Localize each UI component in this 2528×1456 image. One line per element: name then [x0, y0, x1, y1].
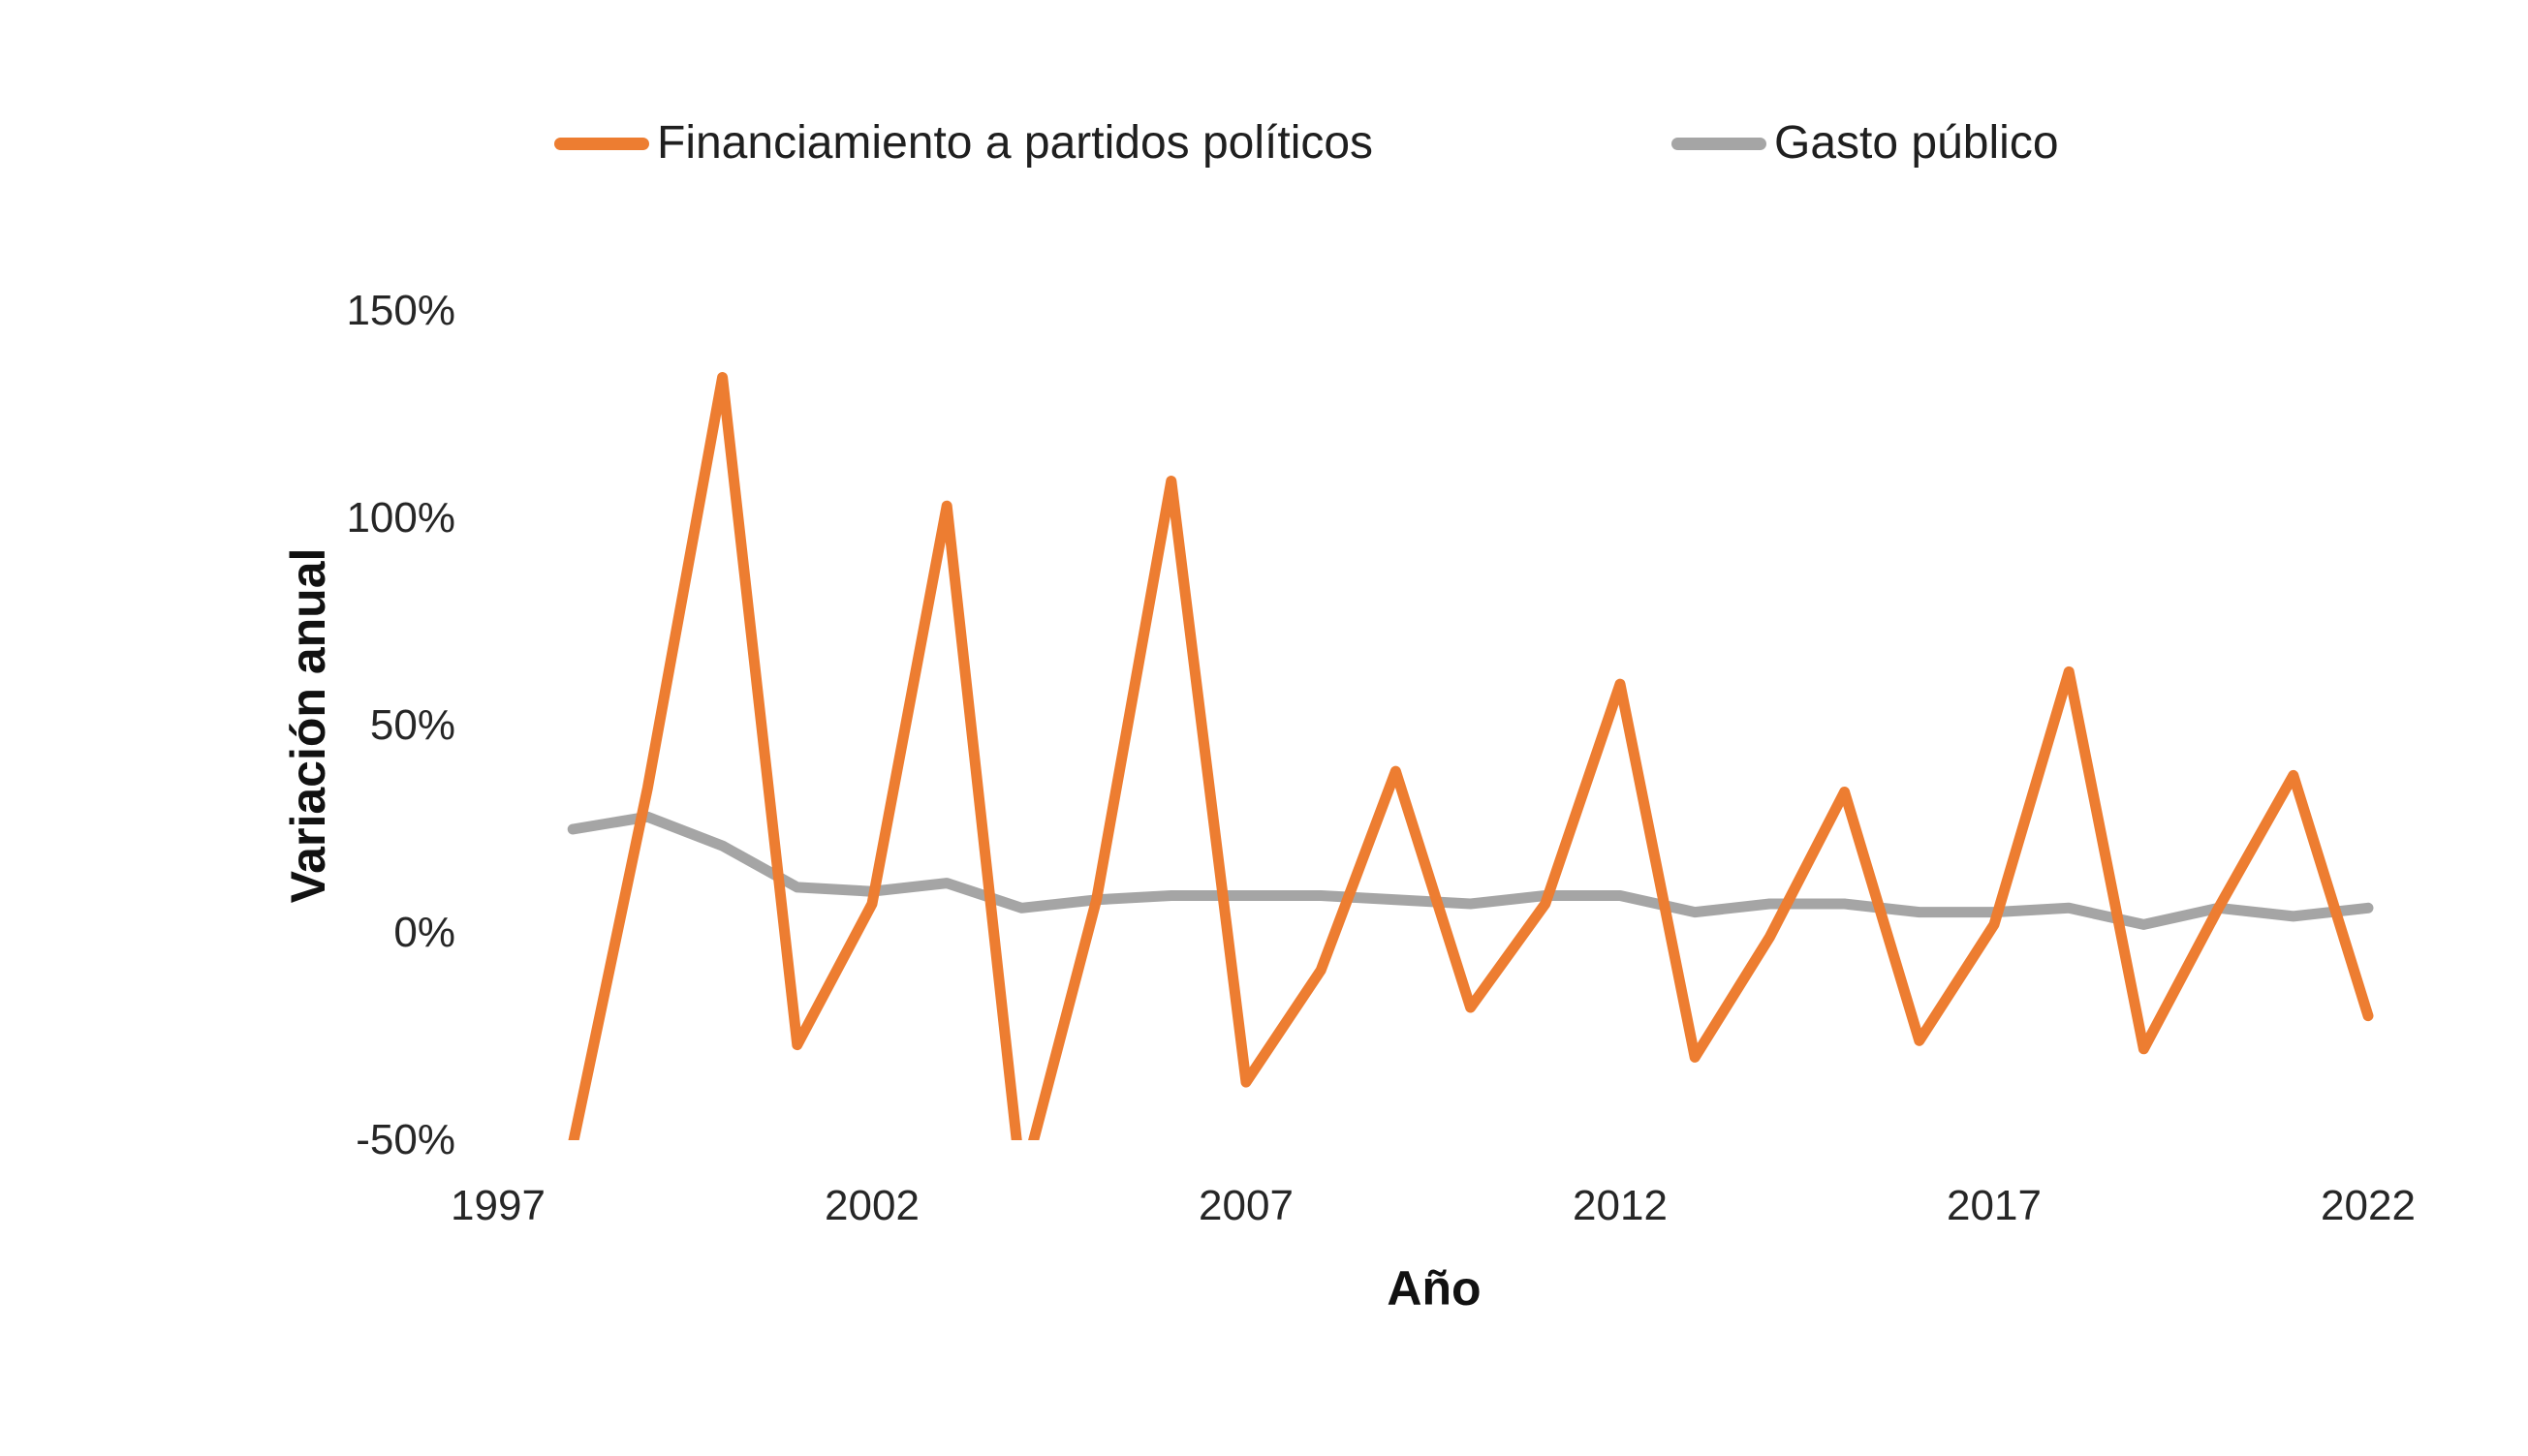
x-tick-1997: 1997	[451, 1182, 546, 1229]
y-axis-title: Variación anual	[281, 547, 335, 904]
y-tick-neg50: -50%	[356, 1116, 455, 1163]
legend-swatch-gasto-publico-icon	[1671, 137, 1766, 150]
x-axis-title: Año	[1387, 1261, 1482, 1316]
x-tick-2002: 2002	[825, 1182, 920, 1229]
x-tick-2007: 2007	[1199, 1182, 1294, 1229]
x-tick-2022: 2022	[2321, 1182, 2416, 1229]
legend-item-gasto-publico: Gasto público	[1671, 118, 2059, 169]
y-tick-0: 0%	[393, 909, 455, 956]
x-tick-2012: 2012	[1573, 1182, 1668, 1229]
y-tick-100: 100%	[346, 494, 455, 542]
y-tick-50: 50%	[369, 701, 455, 749]
legend-item-financiamiento: Financiamiento a partidos políticos	[554, 118, 1373, 169]
legend-label-gasto-publico: Gasto público	[1774, 117, 2059, 169]
line-financiamiento-partidos	[568, 372, 2374, 1140]
x-tick-2017: 2017	[1947, 1182, 2042, 1229]
plot-area	[567, 372, 2374, 1140]
legend-swatch-financiamiento-icon	[554, 137, 649, 150]
legend-label-financiamiento: Financiamiento a partidos políticos	[657, 117, 1374, 169]
y-tick-150: 150%	[346, 287, 455, 334]
